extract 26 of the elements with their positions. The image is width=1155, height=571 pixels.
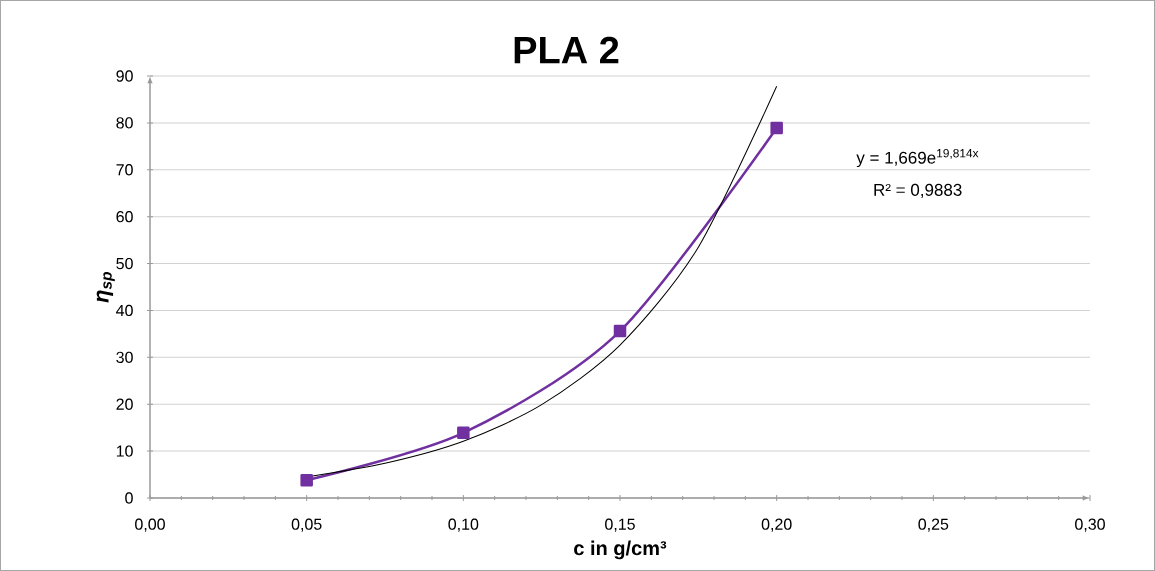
point xyxy=(457,426,470,440)
y-axis-title: η$_{sp}$ xyxy=(96,272,115,303)
x-tick-label: 0,10 xyxy=(448,518,479,532)
y-tick-label: 40 xyxy=(116,304,133,317)
y-tick-label: 10 xyxy=(116,445,133,457)
x-tick-label: 0,05 xyxy=(291,518,322,532)
y-tick-label: 60 xyxy=(116,211,133,223)
point xyxy=(613,324,627,338)
annotation: y = 1,669e$^{19,814x}$ xyxy=(856,149,979,168)
chart-title: PLA 2 xyxy=(514,36,619,64)
x-axis-title: c in g/cm³ xyxy=(574,540,667,560)
y-tick-label: 20 xyxy=(116,398,133,410)
x-tick-label: 0,15 xyxy=(605,518,635,532)
y-tick-label: 90 xyxy=(116,70,133,82)
point xyxy=(300,473,313,487)
point xyxy=(770,121,783,135)
y-tick-label: 30 xyxy=(116,351,133,363)
x-tick-label: 0,00 xyxy=(135,518,165,532)
y-tick-label: 0 xyxy=(125,492,133,504)
x-tick-label: 0,25 xyxy=(918,518,949,532)
annotation: R² = 0,9883 xyxy=(874,183,962,198)
x-tick-label: 0,20 xyxy=(761,518,792,532)
x-tick-label: 0,30 xyxy=(1075,518,1105,532)
y-tick-label: 70 xyxy=(116,164,133,176)
y-tick-label: 80 xyxy=(116,117,133,129)
y-tick-label: 50 xyxy=(116,257,133,270)
